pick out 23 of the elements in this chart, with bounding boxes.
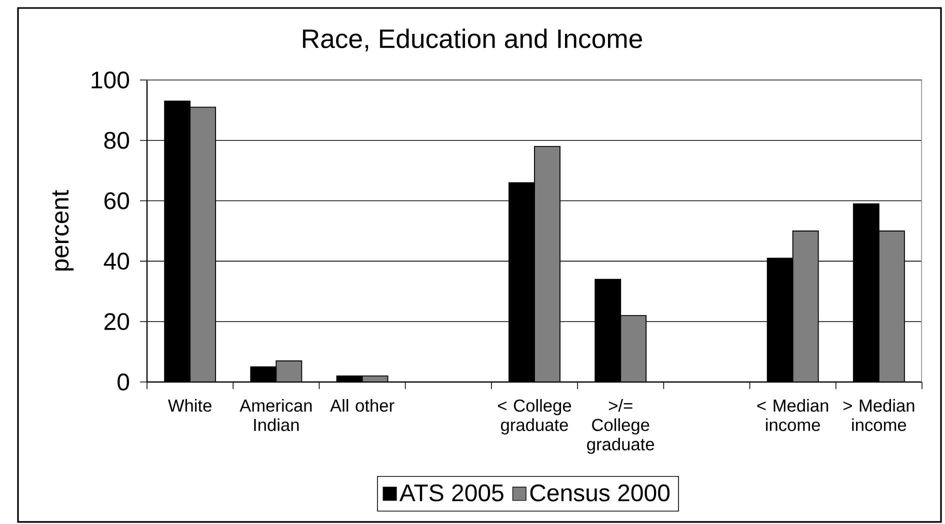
bar — [190, 106, 216, 382]
x-tick-label: American Indian — [240, 399, 312, 432]
bar — [878, 230, 905, 382]
chart-title: Race, Education and Income — [303, 28, 642, 52]
y-axis-title: percent — [52, 190, 74, 271]
bar — [534, 146, 560, 382]
x-tick-label: All other — [330, 399, 394, 412]
y-tick-label: 0 — [118, 373, 130, 390]
y-tick-label: 20 — [104, 313, 130, 330]
y-tick-label: 60 — [104, 192, 130, 210]
x-tick-label: White — [168, 399, 212, 412]
x-tick-label: >/= College graduate — [587, 399, 654, 454]
x-tick-label: < College graduate — [498, 399, 572, 435]
y-tick-label: 40 — [104, 252, 130, 270]
bar — [620, 315, 647, 382]
x-tick-label: < Median income — [757, 399, 828, 432]
x-tick-label: > Median income — [843, 399, 914, 432]
bar — [276, 360, 302, 382]
legend-label: ATS 2005 — [400, 484, 504, 502]
y-tick-label: 100 — [92, 71, 130, 88]
bar — [792, 230, 819, 382]
legend-label: Census 2000 — [530, 484, 670, 502]
y-tick-label: 80 — [104, 132, 130, 149]
